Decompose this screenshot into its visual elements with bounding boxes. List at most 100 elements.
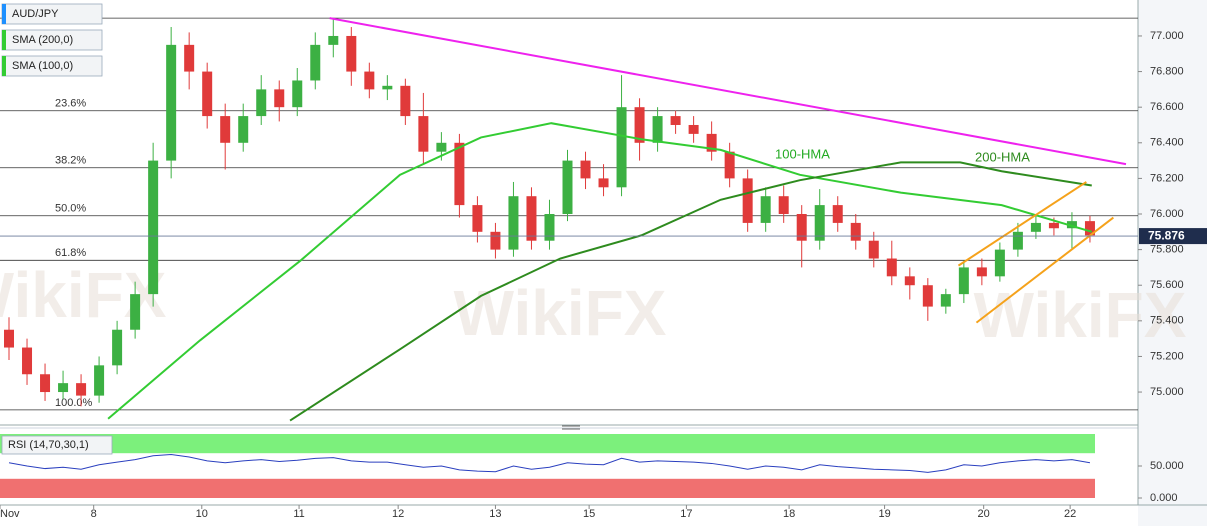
candle-body bbox=[40, 374, 51, 393]
fib-label: 61.8% bbox=[55, 247, 86, 259]
watermark: WikiFX bbox=[974, 279, 1187, 351]
candle-body bbox=[904, 276, 915, 286]
trendline bbox=[975, 216, 1114, 324]
y-tick-label: 75.200 bbox=[1150, 350, 1184, 362]
candle-body bbox=[742, 178, 753, 223]
x-tick-label: 10 bbox=[196, 508, 208, 520]
y-tick-label: 76.000 bbox=[1150, 208, 1184, 220]
candle-body bbox=[490, 231, 501, 250]
candle-body bbox=[814, 205, 825, 241]
candle-body bbox=[130, 294, 141, 330]
oversold-band bbox=[0, 478, 1095, 498]
candle-body bbox=[1066, 221, 1077, 229]
candle-body bbox=[220, 116, 231, 143]
candle-body bbox=[346, 35, 357, 72]
candle-body bbox=[292, 80, 303, 108]
x-tick-label: 22 bbox=[1064, 508, 1076, 520]
y-tick-label: 75.600 bbox=[1150, 279, 1184, 291]
candle-body bbox=[526, 196, 537, 241]
x-tick-label: 20 bbox=[978, 508, 990, 520]
y-tick-label: 76.600 bbox=[1150, 101, 1184, 113]
fib-label: 50.0% bbox=[55, 203, 86, 215]
candle-body bbox=[400, 85, 411, 117]
candle-body bbox=[94, 365, 105, 396]
x-tick-label: 13 bbox=[489, 508, 501, 520]
candle-body bbox=[868, 240, 879, 259]
watermark: WikiFX bbox=[0, 259, 167, 331]
candle-body bbox=[184, 44, 195, 72]
annotation: 100-HMA bbox=[775, 146, 830, 161]
overbought-band bbox=[0, 434, 1095, 454]
indicator-line bbox=[289, 161, 1092, 422]
candle-body bbox=[274, 89, 285, 108]
legend-tag bbox=[1, 435, 113, 455]
candle-body bbox=[616, 107, 627, 188]
x-tick-label: 17 bbox=[680, 508, 692, 520]
candle-body bbox=[976, 267, 987, 277]
legend-tag-marker bbox=[2, 30, 6, 50]
y-tick-label: 50.000 bbox=[1150, 460, 1184, 472]
x-tick-label: 11 bbox=[293, 508, 304, 520]
candle-body bbox=[202, 71, 213, 117]
y-tick-label: 0.000 bbox=[1150, 492, 1178, 504]
candle-body bbox=[562, 160, 573, 215]
candle-body bbox=[1084, 221, 1095, 236]
candle-body bbox=[958, 267, 969, 295]
candle-body bbox=[706, 133, 717, 152]
x-tick-label: 8 bbox=[91, 508, 97, 520]
candle-body bbox=[256, 89, 267, 117]
candle-body bbox=[598, 178, 609, 188]
candle-body bbox=[472, 205, 483, 232]
candle-body bbox=[850, 222, 861, 241]
candle-body bbox=[112, 329, 123, 366]
candle-body bbox=[328, 35, 339, 45]
candle-body bbox=[166, 44, 177, 161]
candle-body bbox=[652, 116, 663, 143]
y-tick-label: 75.800 bbox=[1150, 244, 1184, 256]
candle-body bbox=[724, 151, 735, 179]
trendline bbox=[957, 181, 1087, 267]
fib-label: 23.6% bbox=[55, 98, 86, 110]
fib-label: 38.2% bbox=[55, 155, 86, 167]
candle-body bbox=[1012, 231, 1023, 250]
x-tick-label: 15 bbox=[583, 508, 595, 520]
candle-body bbox=[148, 160, 159, 295]
candle-body bbox=[76, 383, 87, 396]
legend-tag-label: SMA (200,0) bbox=[12, 34, 73, 46]
candle-body bbox=[832, 205, 843, 223]
candle-body bbox=[508, 196, 519, 250]
axis-panel bbox=[1138, 0, 1207, 526]
legend-tag-label: SMA (100,0) bbox=[12, 60, 73, 72]
x-tick-label: 18 bbox=[783, 508, 795, 520]
indicator-line bbox=[107, 122, 1093, 420]
candle-body bbox=[436, 142, 447, 152]
fib-label: 100.0% bbox=[55, 397, 93, 409]
candle-body bbox=[454, 142, 465, 206]
candle-body bbox=[634, 107, 645, 143]
y-tick-label: 76.800 bbox=[1150, 65, 1184, 77]
candle-body bbox=[760, 196, 771, 223]
candle-body bbox=[238, 116, 249, 143]
annotation: 200-HMA bbox=[975, 149, 1030, 164]
candle-body bbox=[382, 85, 393, 90]
candle-body bbox=[22, 347, 33, 375]
candle-body bbox=[688, 124, 699, 134]
candle-body bbox=[1048, 222, 1059, 229]
candle-body bbox=[364, 71, 375, 90]
candle-body bbox=[778, 196, 789, 215]
y-tick-label: 76.200 bbox=[1150, 172, 1184, 184]
candle-body bbox=[922, 285, 933, 307]
watermark: WikiFX bbox=[454, 277, 667, 349]
x-tick-label: 12 bbox=[392, 508, 404, 520]
candle-body bbox=[418, 116, 429, 152]
price-tag bbox=[1139, 228, 1207, 245]
candle-body bbox=[4, 329, 15, 348]
candle-body bbox=[58, 383, 69, 393]
candle-body bbox=[940, 294, 951, 307]
candle-body bbox=[580, 160, 591, 179]
y-tick-label: 75.400 bbox=[1150, 315, 1184, 327]
candle-body bbox=[994, 249, 1005, 277]
y-tick-label: 77.000 bbox=[1150, 30, 1184, 42]
candle-body bbox=[796, 214, 807, 241]
